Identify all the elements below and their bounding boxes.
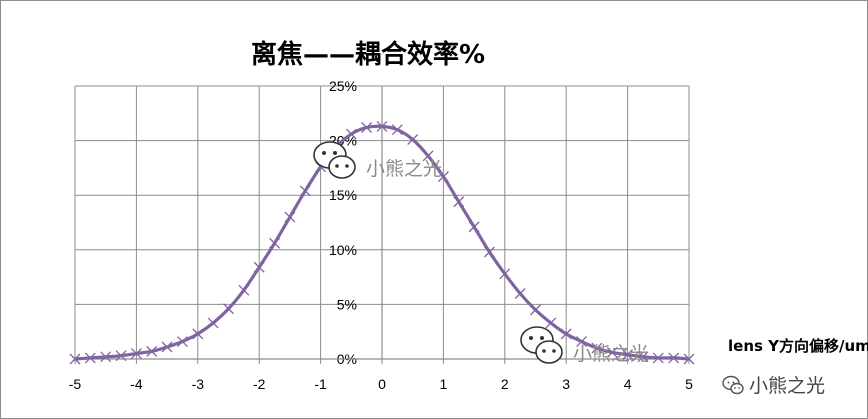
x-tick-label: 0 [378,376,386,392]
data-point-marker [361,122,373,133]
data-point-marker [483,246,495,258]
y-tick-label: 15% [329,187,357,203]
data-point-marker [376,120,388,132]
x-tick-label: -5 [69,376,82,392]
data-point-marker [437,171,449,183]
x-tick-label: 3 [562,376,570,392]
x-tick-label: 1 [440,376,448,392]
x-tick-label: 5 [685,376,693,392]
data-point-marker [606,346,618,358]
data-point-marker [468,221,480,233]
data-point-marker [576,336,588,347]
data-point-marker [100,351,112,363]
data-point-marker [269,237,281,249]
x-tick-label: -3 [192,376,205,392]
data-point-marker [530,304,541,316]
data-point-marker [407,134,419,145]
data-point-marker [668,352,680,364]
y-tick-label: 5% [337,296,357,312]
data-point-marker [161,341,173,353]
data-point-marker [622,349,634,361]
x-axis-label: lens Y方向偏移/um [728,337,868,355]
data-point-marker [253,261,265,273]
data-point-marker [683,353,695,365]
x-tick-label: -2 [253,376,266,392]
x-tick-label: 4 [624,376,632,392]
data-point-marker [345,128,357,140]
corner-watermark: 小熊之光 [721,371,825,398]
wechat-icon [520,326,563,364]
data-point-marker [223,303,234,315]
y-tick-label: 25% [329,78,357,94]
x-tick-label: 2 [501,376,509,392]
data-point-marker [146,345,158,357]
overlay-watermark-text: 小熊之光 [366,158,442,180]
data-point-marker [453,196,465,208]
data-point-marker [192,328,204,340]
chart-title: 离焦——耦合效率% [251,40,486,70]
data-point-marker [637,351,649,363]
data-point-marker [591,342,603,354]
x-tick-label: -1 [314,376,327,392]
data-point-marker [391,124,403,136]
data-point-marker [545,317,557,329]
x-tick-label: -4 [130,376,143,392]
overlay-watermark-text: 小熊之光 [573,343,649,365]
corner-watermark-text: 小熊之光 [749,375,826,397]
data-point-marker [299,185,311,197]
data-point-marker [115,350,127,362]
data-point-marker [284,211,296,223]
data-point-marker [176,336,188,347]
wechat-icon [722,375,744,394]
data-point-marker [499,268,511,280]
data-point-marker [69,353,81,365]
data-point-marker [652,352,664,364]
wechat-icon [313,141,356,179]
data-point-marker [130,348,142,359]
data-point-marker [207,317,219,329]
data-point-marker [422,150,434,162]
data-point-marker [84,352,96,364]
data-point-marker [238,284,250,296]
data-point-marker [560,328,572,340]
y-tick-label: 10% [329,242,357,258]
data-point-marker [514,288,526,299]
